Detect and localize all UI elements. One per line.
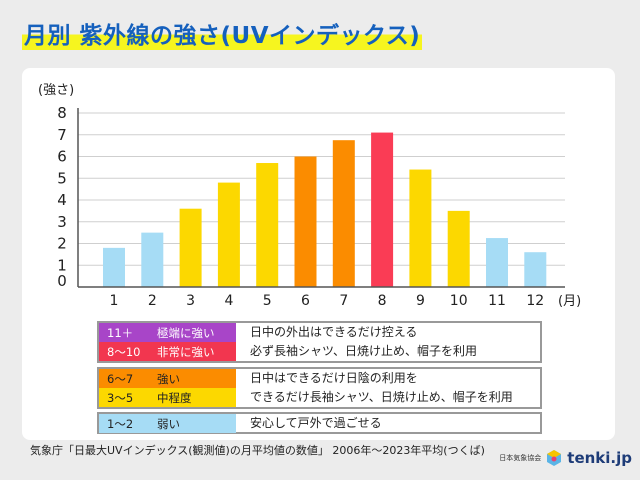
x-tick-label: 9 — [416, 293, 425, 309]
tenki-logo: 日本気象協会 tenki.jp — [499, 449, 632, 467]
legend-range: 11＋ — [107, 325, 134, 340]
y-tick-label: 3 — [57, 213, 67, 231]
legend-row-high: 6～7 強い — [99, 369, 236, 388]
bar-month-7 — [332, 140, 355, 287]
x-tick-label: 2 — [148, 293, 157, 309]
tenki-cube-icon — [547, 450, 562, 466]
legend-group-high: 11＋ 極端に強い 8～10 非常に強い 日中の外出はできるだけ控える必ず長袖シャツ… — [97, 321, 542, 363]
legend-row-very-high: 8～10 非常に強い — [99, 342, 236, 361]
bar-month-6 — [294, 156, 317, 287]
x-tick-label: 8 — [378, 293, 387, 309]
legend-range: 6～7 — [107, 371, 134, 386]
page-title: 月別 紫外線の強さ(UVインデックス) — [22, 16, 423, 50]
bar-month-9 — [409, 169, 432, 287]
legend-row-extreme: 11＋ 極端に強い — [99, 323, 236, 342]
legend-range: 1～2 — [107, 416, 134, 431]
legend-advice: 日中の外出はできるだけ控える — [250, 325, 418, 339]
bar-month-1 — [103, 247, 125, 287]
x-tick-label: 4 — [224, 293, 233, 309]
y-tick-label: 6 — [57, 148, 67, 166]
bar-month-11 — [486, 238, 508, 287]
x-tick-label: 11 — [488, 293, 506, 309]
legend-level: 弱い — [157, 416, 180, 431]
legend-group-mid: 6～7 強い 3～5 中程度 日中はできるだけ日陰の利用をできるだけ長袖シャツ、日焼… — [97, 367, 542, 409]
y-tick-label: 7 — [57, 126, 67, 144]
x-tick-label: 7 — [339, 293, 348, 309]
bar-month-5 — [256, 163, 279, 287]
bar-month-2 — [141, 232, 164, 287]
bar-month-3 — [179, 208, 202, 287]
legend-level: 非常に強い — [157, 344, 215, 359]
bar-month-4 — [217, 182, 240, 287]
legend-row-low: 1～2 弱い — [99, 414, 236, 433]
legend-level: 中程度 — [157, 390, 192, 405]
legend-advice: 必ず長袖シャツ、日焼け止め、帽子を利用 — [250, 344, 478, 358]
legend-advice: できるだけ長袖シャツ、日焼け止め、帽子を利用 — [250, 390, 513, 404]
legend-row-moderate: 3～5 中程度 — [99, 388, 236, 407]
source-footer: 気象庁「日最大UVインデックス(観測値)の月平均値の数値」 2006年～2023… — [30, 444, 485, 457]
y-tick-label: 8 — [57, 104, 67, 122]
bar-month-10 — [447, 210, 470, 287]
legend-level: 強い — [157, 371, 180, 386]
legend-range: 3～5 — [107, 390, 134, 405]
x-tick-label: 3 — [186, 293, 195, 309]
y-tick-label: 5 — [57, 169, 67, 187]
x-tick-label: 12 — [526, 293, 544, 309]
x-axis-unit: (月) — [558, 294, 581, 309]
legend-range: 8～10 — [107, 344, 141, 359]
x-tick-label: 1 — [110, 293, 119, 309]
bar-month-12 — [524, 252, 547, 287]
x-tick-label: 5 — [263, 293, 272, 309]
legend-advice: 安心して戸外で過ごせる — [250, 415, 382, 430]
y-axis-label: (強さ) — [38, 83, 74, 98]
legend-group-low: 1～2 弱い 安心して戸外で過ごせる — [97, 412, 542, 434]
org-name: 日本気象協会 — [499, 454, 542, 462]
tenki-brand: tenki.jp — [567, 449, 632, 467]
bar-month-8 — [371, 132, 394, 287]
legend-level: 極端に強い — [157, 325, 215, 340]
x-tick-label: 6 — [301, 293, 310, 309]
y-tick-label: 4 — [57, 191, 67, 209]
y-tick-label: 2 — [57, 235, 67, 253]
x-tick-label: 10 — [450, 293, 468, 309]
legend-advice: 日中はできるだけ日陰の利用を — [250, 371, 418, 385]
y-tick-label: 0 — [57, 272, 67, 290]
y-tick-label: 1 — [57, 256, 67, 274]
